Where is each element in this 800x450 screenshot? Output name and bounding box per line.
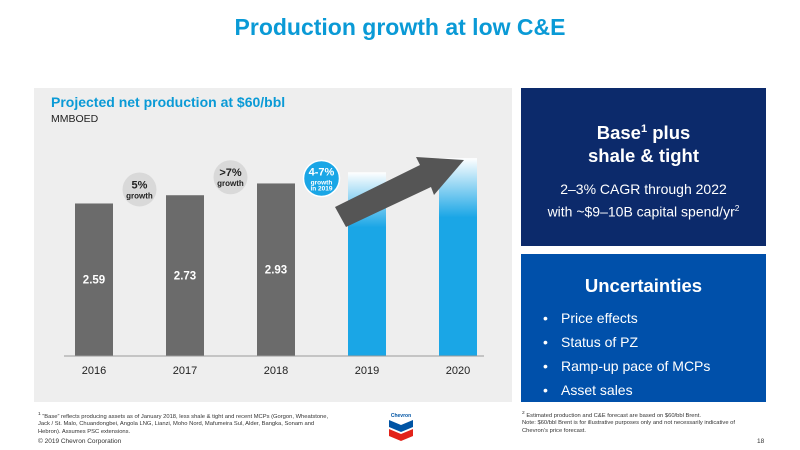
base-box-heading: Base1 plus shale & tight (521, 118, 766, 167)
base-box-body: 2–3% CAGR through 2022 with ~$9–10B capi… (521, 180, 766, 222)
production-chart: 2.59 2.73 2.93 2016 2017 2018 2019 2020 5%grow… (64, 157, 484, 377)
growth-annotation-main: >7% (219, 167, 242, 179)
footnote-right-line2: Note: $60/bbl Brent is for illustrative … (522, 420, 735, 434)
x-tick-label: 2020 (446, 365, 470, 377)
list-item-label: Ramp-up pace of MCPs (561, 358, 711, 374)
base-heading-word: Base (596, 122, 641, 144)
bar-value-label: 2.93 (265, 265, 287, 277)
page-number: 18 (757, 438, 765, 445)
base-body-sup: 2 (734, 203, 740, 213)
chevron-logo: Chevron (389, 413, 413, 441)
growth-annotation-sub: growth (217, 179, 244, 188)
growth-annotation-main: 5% (132, 179, 148, 191)
list-item: • Status of PZ (543, 330, 710, 354)
chart-title: Projected net production at $60/bbl (51, 94, 286, 110)
base-body-line2: with ~$9–10B capital spend/yr (547, 203, 735, 220)
x-tick-label: 2017 (173, 365, 197, 377)
footnote-left-text: “Base” reflects producing assets as of J… (38, 413, 329, 435)
growth-annotation-sub: growth (311, 179, 333, 186)
growth-annotation-circle (122, 172, 157, 207)
list-item: • Price effects (543, 306, 710, 330)
base-heading-suffix: plus (647, 122, 691, 144)
bar-2016 (75, 203, 113, 356)
footnote-left-marker: 1 (38, 412, 41, 417)
bullet-dot-icon: • (543, 358, 548, 374)
footnote-left: 1 “Base” reflects producing assets as of… (38, 411, 338, 436)
list-item-label: Price effects (561, 310, 638, 326)
trend-arrow-icon (335, 157, 464, 227)
footnote-right-marker: 2 (522, 411, 525, 416)
x-tick-label: 2016 (82, 365, 106, 377)
base-body-line1: 2–3% CAGR through 2022 (560, 181, 727, 197)
base-heading-sup: 1 (640, 123, 648, 135)
bar-2017 (166, 195, 204, 356)
bullet-dot-icon: • (543, 334, 548, 350)
growth-annotation-circle (213, 160, 248, 195)
growth-annotation-sub: growth (126, 191, 153, 200)
chevron-logo-red-stripe (389, 429, 413, 441)
logo-text: Chevron (391, 413, 411, 419)
bar-value-label: 2.73 (174, 271, 196, 283)
chart-units-label: MMBOED (51, 113, 99, 125)
list-item-label: Status of PZ (561, 334, 639, 350)
x-tick-label: 2018 (264, 365, 288, 377)
uncertainties-heading: Uncertainties (584, 275, 703, 296)
growth-annotation-main: 4-7% (309, 166, 335, 178)
x-tick-label: 2019 (355, 365, 379, 377)
bullet-dot-icon: • (543, 382, 548, 398)
bullet-dot-icon: • (543, 310, 548, 326)
bar-2018 (257, 183, 295, 356)
chart-panel: 2.59 2.73 2.93 2016 2017 2018 2019 2020 5% grow… (34, 88, 512, 402)
uncertainties-list: • Price effects • Status of PZ • Ramp-up pa… (543, 306, 710, 402)
bar-2020 (439, 158, 477, 356)
uncertainties-box: Uncertainties • Price effects • Status of … (521, 254, 766, 402)
growth-annotation-sub: in 2019 (310, 185, 332, 192)
base-box: Base1 plus shale & tight 2–3% CAGR throu… (521, 88, 766, 246)
list-item: • Asset sales (543, 378, 710, 402)
slide-title: Production growth at low C&E (234, 14, 566, 40)
bar-value-label: 2.59 (83, 275, 105, 287)
copyright: © 2019 Chevron Corporation (38, 438, 122, 445)
footnote-right-line1: Estimated production and C&E forecast ar… (526, 412, 701, 419)
footnote-right: 2 Estimated production and C&E forecast … (522, 410, 737, 435)
chevron-logo-blue-stripe (389, 420, 413, 432)
base-heading-line2: shale & tight (587, 145, 699, 167)
list-item-label: Asset sales (561, 382, 633, 398)
list-item: • Ramp-up pace of MCPs (543, 354, 710, 378)
growth-annotation-circle (302, 159, 341, 198)
